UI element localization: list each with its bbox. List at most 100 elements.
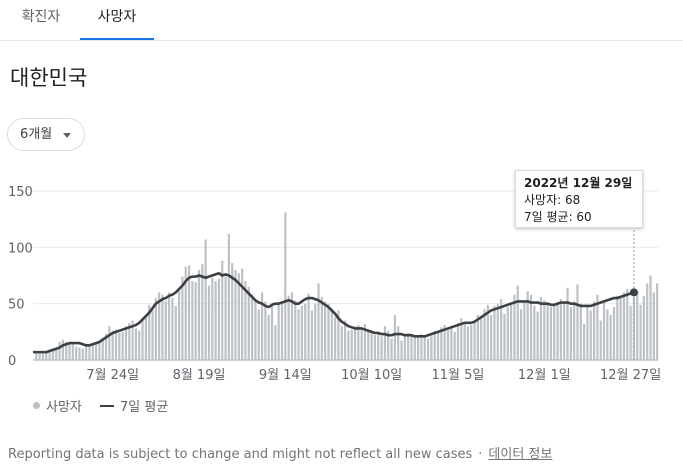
bar-36 xyxy=(154,298,157,360)
bar-104 xyxy=(380,336,383,360)
bar-51 xyxy=(204,239,207,360)
bar-111 xyxy=(403,334,406,360)
highlight-point xyxy=(629,288,638,297)
bar-108 xyxy=(393,314,396,360)
bar-103 xyxy=(377,331,380,360)
bar-156 xyxy=(553,304,556,360)
bar-45 xyxy=(184,266,187,360)
bar-106 xyxy=(387,330,390,360)
bar-4 xyxy=(48,350,51,360)
bar-6 xyxy=(55,349,58,360)
bar-158 xyxy=(559,299,562,360)
bar-31 xyxy=(138,330,141,360)
bar-109 xyxy=(397,326,400,360)
tooltip-deaths: 사망자: 68 xyxy=(524,193,581,207)
bar-115 xyxy=(417,335,420,360)
tab-deaths[interactable]: 사망자 xyxy=(80,0,154,40)
x-tick-label-6: 12월 27일 xyxy=(600,368,661,383)
x-tick-label-5: 12월 1일 xyxy=(518,368,571,383)
bar-53 xyxy=(211,277,214,360)
bar-97 xyxy=(357,325,360,360)
bar-98 xyxy=(360,328,363,360)
bar-68 xyxy=(260,292,264,360)
bar-147 xyxy=(523,301,526,360)
bar-149 xyxy=(529,294,533,360)
bar-41 xyxy=(171,298,174,360)
bar-65 xyxy=(251,294,254,360)
bar-182 xyxy=(639,304,642,360)
chart-legend: 사망자 7일 평균 xyxy=(33,396,168,415)
bar-124 xyxy=(446,329,450,360)
period-dropdown[interactable]: 6개월 xyxy=(7,118,85,151)
bar-81 xyxy=(304,303,307,360)
bar-9 xyxy=(65,341,68,360)
bar-94 xyxy=(347,330,350,360)
bar-116 xyxy=(420,334,423,360)
bar-110 xyxy=(400,340,403,360)
bar-129 xyxy=(463,322,466,360)
bar-25 xyxy=(118,332,121,360)
bar-34 xyxy=(148,304,151,360)
bar-159 xyxy=(563,301,566,360)
bar-80 xyxy=(300,305,304,360)
bar-112 xyxy=(407,332,410,360)
bar-52 xyxy=(207,285,211,360)
bar-64 xyxy=(247,286,250,360)
bar-7 xyxy=(58,341,61,360)
bar-169 xyxy=(596,294,599,360)
bar-74 xyxy=(280,302,284,360)
bar-101 xyxy=(370,332,373,360)
data-info-link[interactable]: 데이터 정보 xyxy=(488,447,553,462)
bar-152 xyxy=(539,296,543,360)
bar-185 xyxy=(649,275,652,360)
bar-77 xyxy=(290,292,294,360)
y-tick-label-1: 50 xyxy=(8,298,25,313)
y-tick-label-0: 0 xyxy=(8,354,16,369)
bar-146 xyxy=(519,309,523,360)
bar-184 xyxy=(646,283,649,360)
bar-114 xyxy=(413,337,416,360)
bar-96 xyxy=(353,326,357,360)
bar-67 xyxy=(257,309,260,360)
bar-28 xyxy=(128,322,131,360)
bar-5 xyxy=(51,348,55,360)
bar-82 xyxy=(307,293,310,360)
tab-bar: 확진자 사망자 xyxy=(0,0,683,41)
bar-123 xyxy=(443,325,446,360)
x-tick-label-4: 11월 5일 xyxy=(432,368,485,383)
bar-40 xyxy=(168,292,171,360)
x-tick-label-3: 10월 10일 xyxy=(341,368,402,383)
bar-157 xyxy=(556,302,559,360)
bar-93 xyxy=(343,320,347,360)
bar-32 xyxy=(141,320,144,360)
bar-1 xyxy=(38,350,41,360)
bar-186 xyxy=(652,292,655,360)
bar-8 xyxy=(61,339,64,360)
bar-84 xyxy=(314,303,317,360)
bar-0 xyxy=(35,352,38,360)
bar-48 xyxy=(194,282,197,360)
bar-15 xyxy=(85,345,88,360)
bar-133 xyxy=(476,314,479,360)
bar-24 xyxy=(114,329,118,360)
bar-20 xyxy=(101,337,104,360)
bar-134 xyxy=(480,317,483,360)
tab-confirmed-cases[interactable]: 확진자 xyxy=(21,9,61,25)
bar-61 xyxy=(237,273,240,360)
bar-138 xyxy=(493,305,496,360)
bar-153 xyxy=(543,300,546,360)
bar-168 xyxy=(592,301,596,360)
bar-130 xyxy=(466,326,470,360)
bar-142 xyxy=(506,307,509,360)
bar-131 xyxy=(470,325,473,360)
x-tick-label-2: 9월 14일 xyxy=(259,368,312,383)
bar-79 xyxy=(297,309,300,360)
bar-54 xyxy=(214,281,217,360)
bar-177 xyxy=(622,292,626,360)
bar-33 xyxy=(144,314,147,360)
bar-30 xyxy=(134,328,138,360)
bar-3 xyxy=(45,352,48,360)
x-tick-label-0: 7월 24일 xyxy=(86,368,139,383)
bar-87 xyxy=(324,301,327,360)
bar-167 xyxy=(589,310,592,360)
